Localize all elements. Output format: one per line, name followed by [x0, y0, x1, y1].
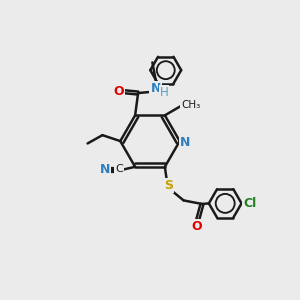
- Text: H: H: [160, 86, 168, 99]
- Text: Cl: Cl: [243, 197, 256, 210]
- Text: N: N: [100, 163, 110, 176]
- Text: CH₃: CH₃: [181, 100, 200, 110]
- Text: N: N: [151, 82, 161, 95]
- Text: S: S: [164, 179, 173, 192]
- Text: C: C: [115, 164, 123, 174]
- Text: O: O: [113, 85, 124, 98]
- Text: O: O: [191, 220, 202, 233]
- Text: N: N: [180, 136, 190, 149]
